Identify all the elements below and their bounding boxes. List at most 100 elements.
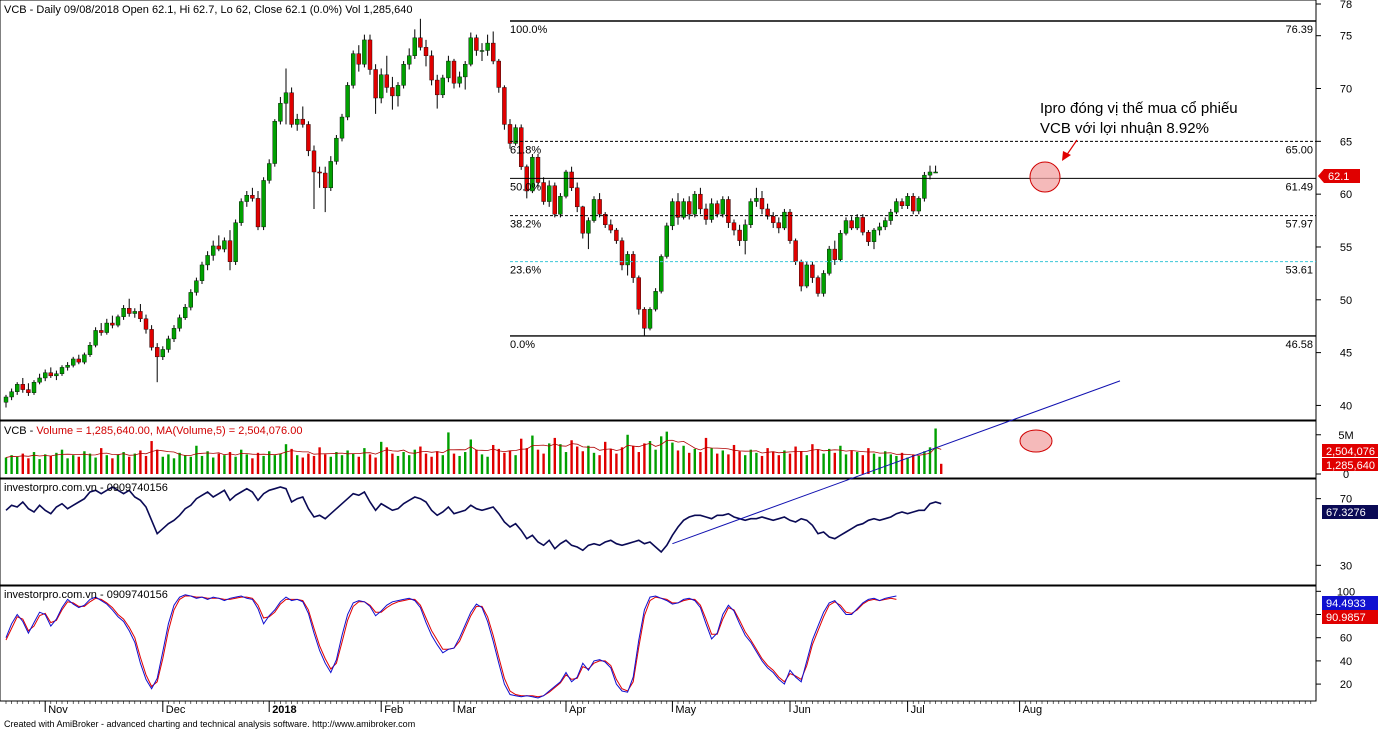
stoch-k-text: 94.4933: [1326, 598, 1366, 610]
candle-body: [754, 198, 759, 202]
volume-bar: [156, 449, 159, 474]
volume-bar: [497, 448, 500, 474]
volume-bar: [626, 434, 629, 474]
candle-body: [407, 55, 412, 65]
candle-body: [457, 76, 462, 84]
candle-body: [692, 193, 697, 215]
candle-body: [339, 116, 345, 139]
y-tick-label: 75: [1340, 31, 1352, 43]
volume-bar: [906, 457, 909, 474]
candle-body: [451, 60, 457, 84]
volume-bar: [312, 455, 316, 474]
volume-bar: [296, 455, 299, 474]
volume-bar: [83, 451, 86, 474]
volume-bar: [839, 445, 842, 474]
volume-bar: [240, 449, 243, 474]
candle-body: [743, 224, 748, 241]
volume-bar: [284, 444, 288, 474]
volume-bar: [542, 453, 545, 474]
volume-bar: [413, 449, 416, 474]
volume-bar: [940, 463, 943, 474]
candle-body: [558, 196, 563, 215]
volume-bar: [251, 458, 254, 474]
candle-body: [401, 64, 406, 86]
candle-body: [905, 196, 910, 206]
volume-bar: [783, 450, 786, 474]
x-tick-label: 2018: [272, 704, 296, 716]
volume-bar: [794, 446, 797, 474]
volume-bar: [682, 445, 685, 474]
volume-bar: [833, 452, 836, 474]
candle-body: [93, 330, 98, 346]
candle-body: [238, 201, 244, 223]
annotation-line-2: VCB với lợi nhuận 8.92%: [1040, 120, 1209, 137]
volume-bar: [212, 457, 215, 474]
candle-body: [642, 309, 647, 329]
candle-body: [166, 338, 171, 350]
y-tick-label: 50: [1340, 295, 1352, 307]
volume-bar: [721, 450, 724, 474]
candle-body: [687, 201, 692, 215]
candle-body: [653, 291, 658, 310]
candle-body: [306, 124, 311, 152]
candle-body: [70, 358, 76, 366]
candle-body: [552, 185, 557, 215]
candle-body: [647, 309, 653, 329]
stoch-k-tag: 94.4933: [1322, 596, 1378, 610]
candle-body: [799, 261, 804, 287]
volume-bar: [811, 444, 814, 474]
y-tick-label: 45: [1340, 348, 1352, 360]
candle-body: [132, 311, 138, 314]
volume-bar: [609, 448, 612, 474]
volume-bar: [598, 455, 601, 474]
y-tick-label: 40: [1340, 400, 1352, 412]
fib-price-label: 65.00: [1285, 144, 1313, 156]
stoch-pane-title: investorpro.com.vn - 0909740156: [4, 589, 168, 601]
volume-bar: [105, 455, 108, 474]
candle-body: [149, 329, 154, 348]
candle-body: [317, 171, 322, 174]
rsi-pane-title: investorpro.com.vn - 0909740156: [4, 482, 168, 494]
candle-body: [468, 37, 473, 65]
volume-bar: [116, 454, 120, 474]
volume-bar: [665, 431, 668, 474]
candle-body: [569, 171, 574, 189]
volume-bar: [374, 457, 377, 474]
candle-body: [507, 124, 513, 144]
volume-bar: [452, 453, 456, 474]
candle-body: [675, 201, 681, 218]
candle-body: [502, 87, 507, 125]
candle-body: [720, 199, 725, 215]
candle-body: [597, 199, 602, 215]
candle-body: [65, 365, 70, 368]
candle-body: [619, 240, 625, 266]
candle-body: [440, 77, 445, 96]
ma-volume-tag: 2,504,076: [1322, 444, 1378, 458]
candle-body: [771, 216, 776, 223]
candle-body: [20, 384, 25, 390]
rsi-value-text: 67.3276: [1326, 507, 1366, 519]
candle-body: [272, 121, 277, 164]
candle-body: [205, 255, 210, 266]
x-tick-label: Mar: [457, 704, 476, 716]
volume-bar: [755, 452, 758, 474]
candle-body: [255, 198, 261, 228]
volume-bar: [744, 455, 747, 474]
fib-price-label: 61.49: [1285, 181, 1313, 193]
last-close-tag: 62.1: [1318, 169, 1360, 183]
x-tick-label: Jun: [793, 704, 811, 716]
y-tick-label: 65: [1340, 136, 1352, 148]
volume-bars: [4, 428, 943, 474]
candle-body: [636, 277, 641, 310]
candle-body: [547, 185, 552, 202]
ma-volume-text: 2,504,076: [1326, 446, 1375, 458]
volume-bar: [710, 448, 713, 474]
candle-body: [31, 381, 37, 393]
annotation-arrow-shaft: [1065, 139, 1078, 157]
candle-body: [888, 211, 893, 221]
fib-pct-label: 50.0%: [510, 181, 541, 193]
candle-body: [154, 347, 160, 358]
rsi-value-tag: 67.3276: [1322, 505, 1378, 519]
volume-bar: [139, 450, 142, 474]
